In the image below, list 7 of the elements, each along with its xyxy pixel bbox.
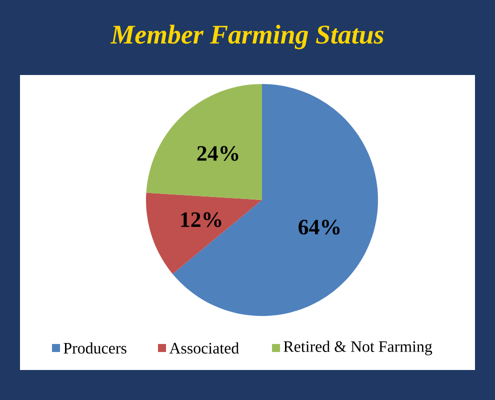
data-label: 24% [197, 146, 238, 161]
chart-title: Member Farming Status [110, 24, 384, 50]
data-label: 64% [298, 220, 340, 235]
legend-label: Retired & Not Farming [284, 340, 432, 356]
legend-label: Associated [169, 342, 239, 354]
legend-label: Producers [64, 342, 126, 354]
data-label: 12% [181, 212, 222, 228]
